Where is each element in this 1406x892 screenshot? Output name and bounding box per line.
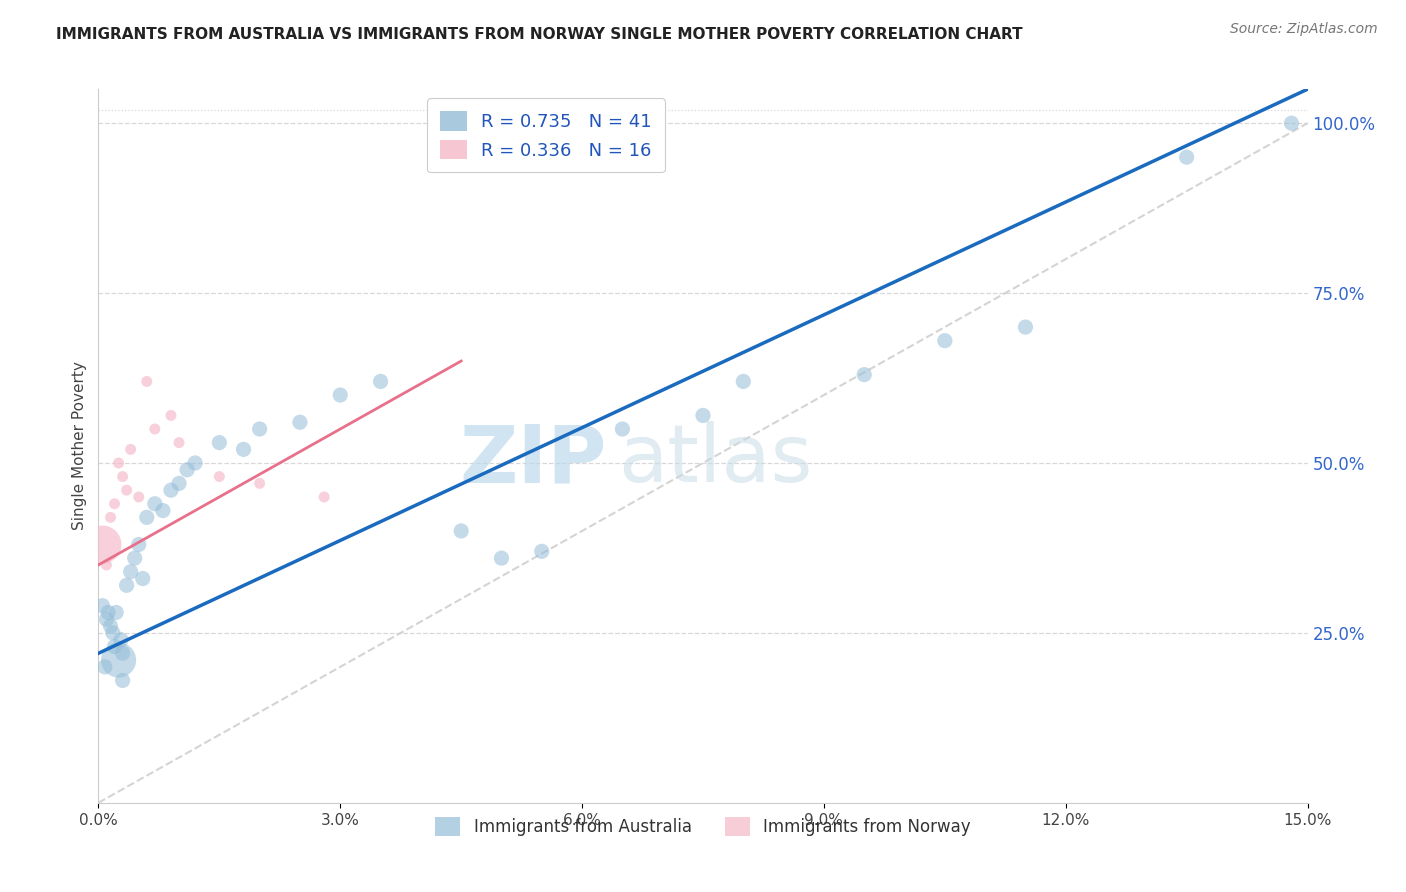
Point — [1281, 116, 1303, 130]
Point — [370, 375, 392, 389]
Point — [143, 422, 166, 436]
Point — [111, 646, 134, 660]
Point — [111, 673, 134, 688]
Point — [288, 415, 311, 429]
Legend: Immigrants from Australia, Immigrants from Norway: Immigrants from Australia, Immigrants fr… — [427, 809, 979, 845]
Point — [152, 503, 174, 517]
Point — [1175, 150, 1198, 164]
Point — [96, 612, 118, 626]
Point — [132, 572, 155, 586]
Point — [111, 469, 134, 483]
Point — [160, 483, 183, 498]
Point — [100, 510, 122, 524]
Point — [110, 632, 132, 647]
Point — [128, 537, 150, 551]
Point — [91, 537, 114, 551]
Point — [249, 422, 271, 436]
Point — [107, 653, 129, 667]
Point — [120, 442, 142, 457]
Point — [103, 640, 125, 654]
Point — [96, 558, 118, 572]
Point — [176, 463, 198, 477]
Point — [115, 578, 138, 592]
Point — [1014, 320, 1036, 334]
Point — [143, 497, 166, 511]
Point — [491, 551, 513, 566]
Y-axis label: Single Mother Poverty: Single Mother Poverty — [72, 361, 87, 531]
Point — [314, 490, 336, 504]
Point — [249, 476, 271, 491]
Point — [184, 456, 207, 470]
Text: atlas: atlas — [619, 421, 813, 500]
Point — [115, 483, 138, 498]
Point — [450, 524, 472, 538]
Point — [167, 476, 190, 491]
Text: Source: ZipAtlas.com: Source: ZipAtlas.com — [1230, 22, 1378, 37]
Point — [733, 375, 755, 389]
Point — [612, 422, 634, 436]
Point — [167, 435, 190, 450]
Text: ZIP: ZIP — [458, 421, 606, 500]
Point — [105, 606, 128, 620]
Point — [934, 334, 956, 348]
Point — [100, 619, 122, 633]
Point — [101, 626, 124, 640]
Point — [208, 469, 231, 483]
Point — [107, 456, 129, 470]
Point — [94, 660, 117, 674]
Point — [124, 551, 146, 566]
Point — [208, 435, 231, 450]
Point — [97, 606, 120, 620]
Point — [329, 388, 352, 402]
Point — [853, 368, 876, 382]
Point — [692, 409, 714, 423]
Point — [135, 510, 157, 524]
Point — [120, 565, 142, 579]
Point — [128, 490, 150, 504]
Point — [91, 599, 114, 613]
Point — [160, 409, 183, 423]
Text: IMMIGRANTS FROM AUSTRALIA VS IMMIGRANTS FROM NORWAY SINGLE MOTHER POVERTY CORREL: IMMIGRANTS FROM AUSTRALIA VS IMMIGRANTS … — [56, 27, 1024, 42]
Point — [135, 375, 157, 389]
Point — [530, 544, 553, 558]
Point — [232, 442, 254, 457]
Point — [103, 497, 125, 511]
